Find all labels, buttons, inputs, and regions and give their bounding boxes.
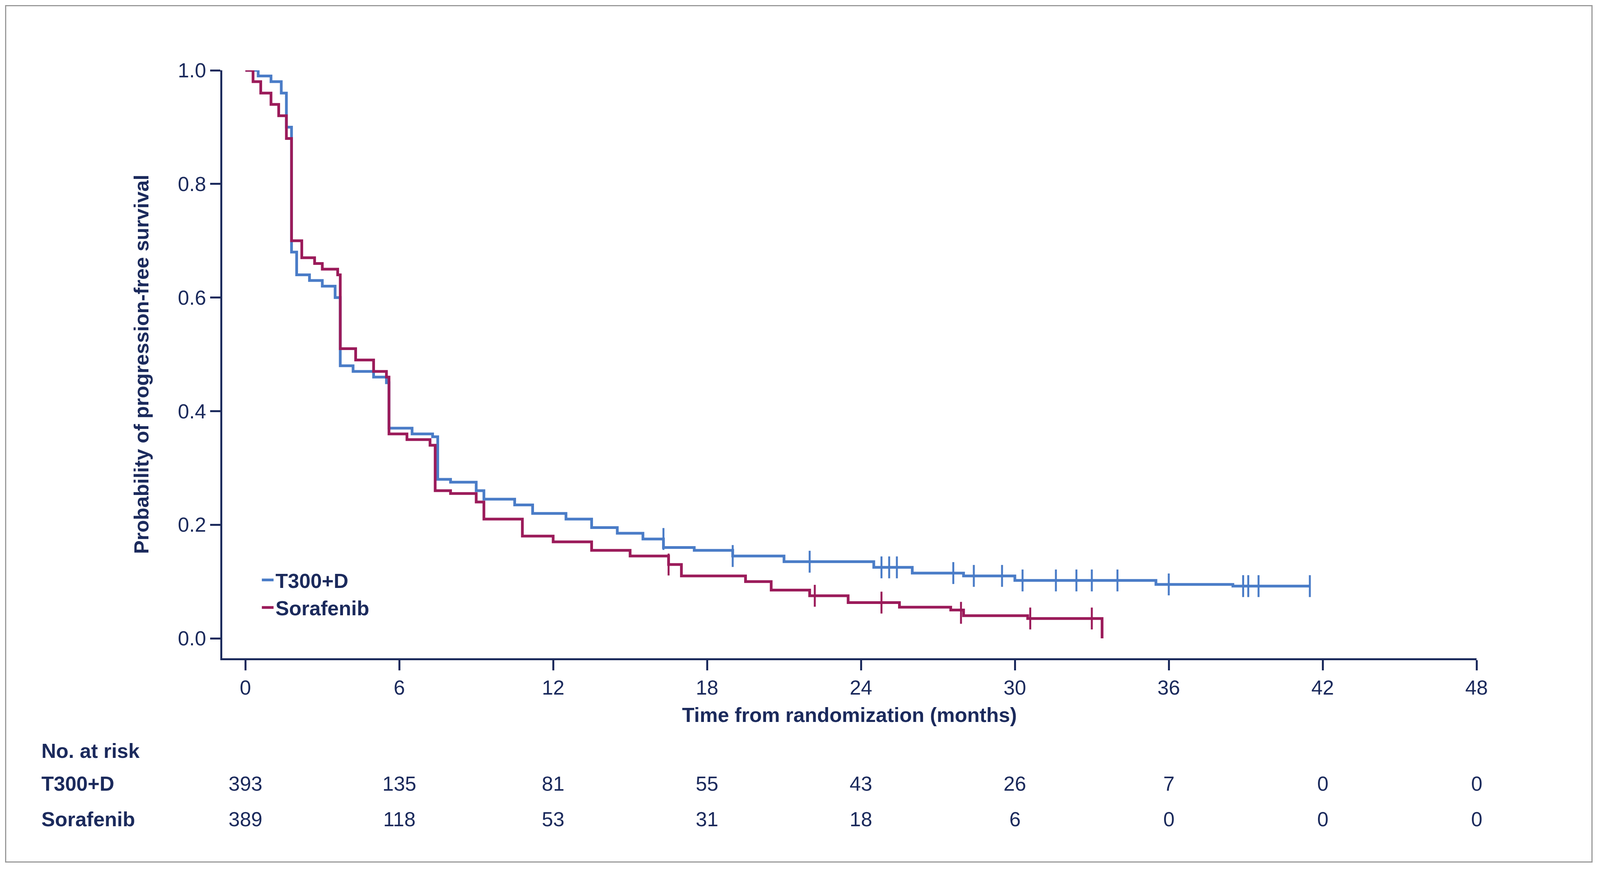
svg-text:55: 55 xyxy=(695,772,719,795)
svg-text:7: 7 xyxy=(1163,772,1175,795)
svg-text:0: 0 xyxy=(239,676,252,699)
svg-text:24: 24 xyxy=(849,676,873,699)
svg-text:48: 48 xyxy=(1465,676,1488,699)
svg-text:0: 0 xyxy=(1471,807,1483,831)
svg-text:18: 18 xyxy=(695,676,719,699)
svg-text:Time from randomization (month: Time from randomization (months) xyxy=(682,703,1017,727)
svg-text:0.6: 0.6 xyxy=(177,286,206,309)
svg-text:12: 12 xyxy=(541,676,565,699)
svg-text:42: 42 xyxy=(1311,676,1334,699)
svg-text:31: 31 xyxy=(695,807,719,831)
svg-text:6: 6 xyxy=(1009,807,1021,831)
svg-text:Sorafenib: Sorafenib xyxy=(41,807,136,831)
svg-text:36: 36 xyxy=(1157,676,1181,699)
svg-text:0.8: 0.8 xyxy=(177,172,206,196)
svg-text:Sorafenib: Sorafenib xyxy=(275,596,370,620)
svg-text:53: 53 xyxy=(541,807,565,831)
svg-text:81: 81 xyxy=(541,772,565,795)
svg-text:135: 135 xyxy=(382,772,417,795)
svg-text:18: 18 xyxy=(849,807,873,831)
svg-text:0.0: 0.0 xyxy=(177,626,206,650)
svg-text:118: 118 xyxy=(383,807,416,831)
svg-text:0.4: 0.4 xyxy=(177,400,206,423)
svg-text:0: 0 xyxy=(1471,772,1483,795)
svg-text:1.0: 1.0 xyxy=(177,58,206,82)
svg-text:0: 0 xyxy=(1317,772,1329,795)
svg-text:6: 6 xyxy=(393,676,406,699)
svg-text:0: 0 xyxy=(1163,807,1175,831)
svg-text:43: 43 xyxy=(849,772,873,795)
svg-text:389: 389 xyxy=(228,807,263,831)
svg-text:30: 30 xyxy=(1003,676,1027,699)
svg-text:No. at risk: No. at risk xyxy=(41,739,140,763)
svg-text:26: 26 xyxy=(1003,772,1027,795)
svg-text:0: 0 xyxy=(1317,807,1329,831)
svg-text:T300+D: T300+D xyxy=(41,772,115,795)
svg-text:T300+D: T300+D xyxy=(275,569,349,593)
svg-text:Probability of progression-fre: Probability of progression-free survival xyxy=(130,174,153,554)
svg-text:393: 393 xyxy=(228,772,263,795)
svg-text:0.2: 0.2 xyxy=(177,513,206,536)
